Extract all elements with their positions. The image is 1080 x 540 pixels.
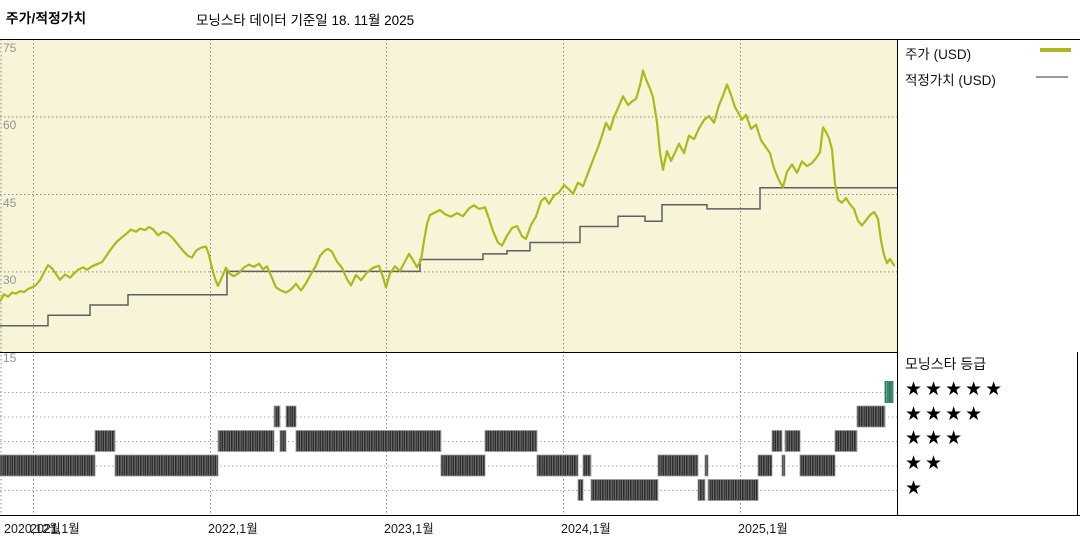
rating-bar-3-star [279, 430, 287, 452]
x-axis-tick-20251: 2025,1월 [738, 522, 788, 536]
rating-bar-3-star [217, 430, 275, 452]
rating-bar-1-star [577, 479, 584, 501]
rating-bar-3-star [771, 430, 783, 452]
y-axis-tick-15: 15 [3, 350, 17, 365]
y-axis-tick-60: 60 [3, 118, 17, 133]
x-axis-tick-20231: 2023,1월 [384, 522, 434, 536]
rating-legend-title: 모닝스타 등급 [905, 356, 987, 372]
plot-background [0, 39, 897, 352]
rating-bar-3-star [484, 430, 538, 452]
rating-bar-2-star [582, 454, 592, 477]
chart-plot-area[interactable] [0, 39, 897, 515]
legend-item-fair-value: 적정가치 (USD) [905, 73, 996, 88]
rating-bar-3-star [784, 430, 801, 452]
rating-legend-row-5-star: ★★★★★ [905, 379, 1006, 400]
y-axis-tick-75: 75 [3, 41, 17, 55]
rating-bar-2-star [114, 454, 219, 477]
rating-bar-4-star [285, 405, 297, 428]
rating-bar-4-star [273, 405, 281, 428]
rating-bar-2-star [657, 454, 699, 477]
rating-bar-2-star [704, 454, 709, 477]
price-line [0, 69, 896, 303]
y-axis-tick-30: 30 [3, 273, 17, 288]
rating-bar-1-star [697, 479, 706, 501]
rating-bar-1-star [590, 479, 659, 501]
x-axis-tick-20241: 2024,1월 [561, 522, 611, 536]
rating-legend-row-2-star: ★★ [905, 453, 946, 475]
legend-panel-divider [897, 39, 898, 515]
y-axis-tick-45: 45 [3, 195, 17, 210]
as-of-date-label: 모닝스타 데이터 기준일 18. 11월 2025 [196, 13, 415, 28]
rating-bar-2-star [536, 454, 579, 477]
rating-bar-3-star [834, 430, 858, 452]
price-line-swatch-icon [1040, 48, 1071, 52]
rating-bar-2-star [0, 454, 96, 477]
x-axis-tick-202012: 2020,12월 [4, 522, 61, 536]
rating-legend-right-border [1077, 352, 1078, 515]
rating-legend-row-3-star: ★★★ [905, 428, 966, 450]
chart-top-border [0, 39, 1080, 40]
fair-value-line-swatch-icon [1036, 76, 1068, 78]
rating-bar-2-star [440, 454, 486, 477]
x-axis-tick-20211: 2021,1월 [30, 522, 80, 536]
rating-bar-3-star [94, 430, 116, 452]
rating-bar-4-star [856, 405, 886, 428]
page-title: 주가/적정가치 [6, 11, 87, 26]
rating-bar-2-star [781, 454, 786, 477]
legend-item-price: 주가 (USD) [905, 47, 972, 62]
rating-bar-2-star [757, 454, 773, 477]
rating-legend-row-1-star: ★ [905, 477, 926, 499]
x-axis-tick-20221: 2022,1월 [208, 522, 258, 536]
rating-legend-row-4-star: ★★★★ [905, 403, 986, 425]
fair-value-line [0, 187, 897, 327]
x-axis-line [0, 515, 1080, 516]
rating-bar-3-star [295, 430, 442, 452]
rating-bar-current-5-star [884, 381, 894, 403]
rating-bar-1-star [707, 479, 759, 501]
rating-bar-2-star [799, 454, 836, 477]
